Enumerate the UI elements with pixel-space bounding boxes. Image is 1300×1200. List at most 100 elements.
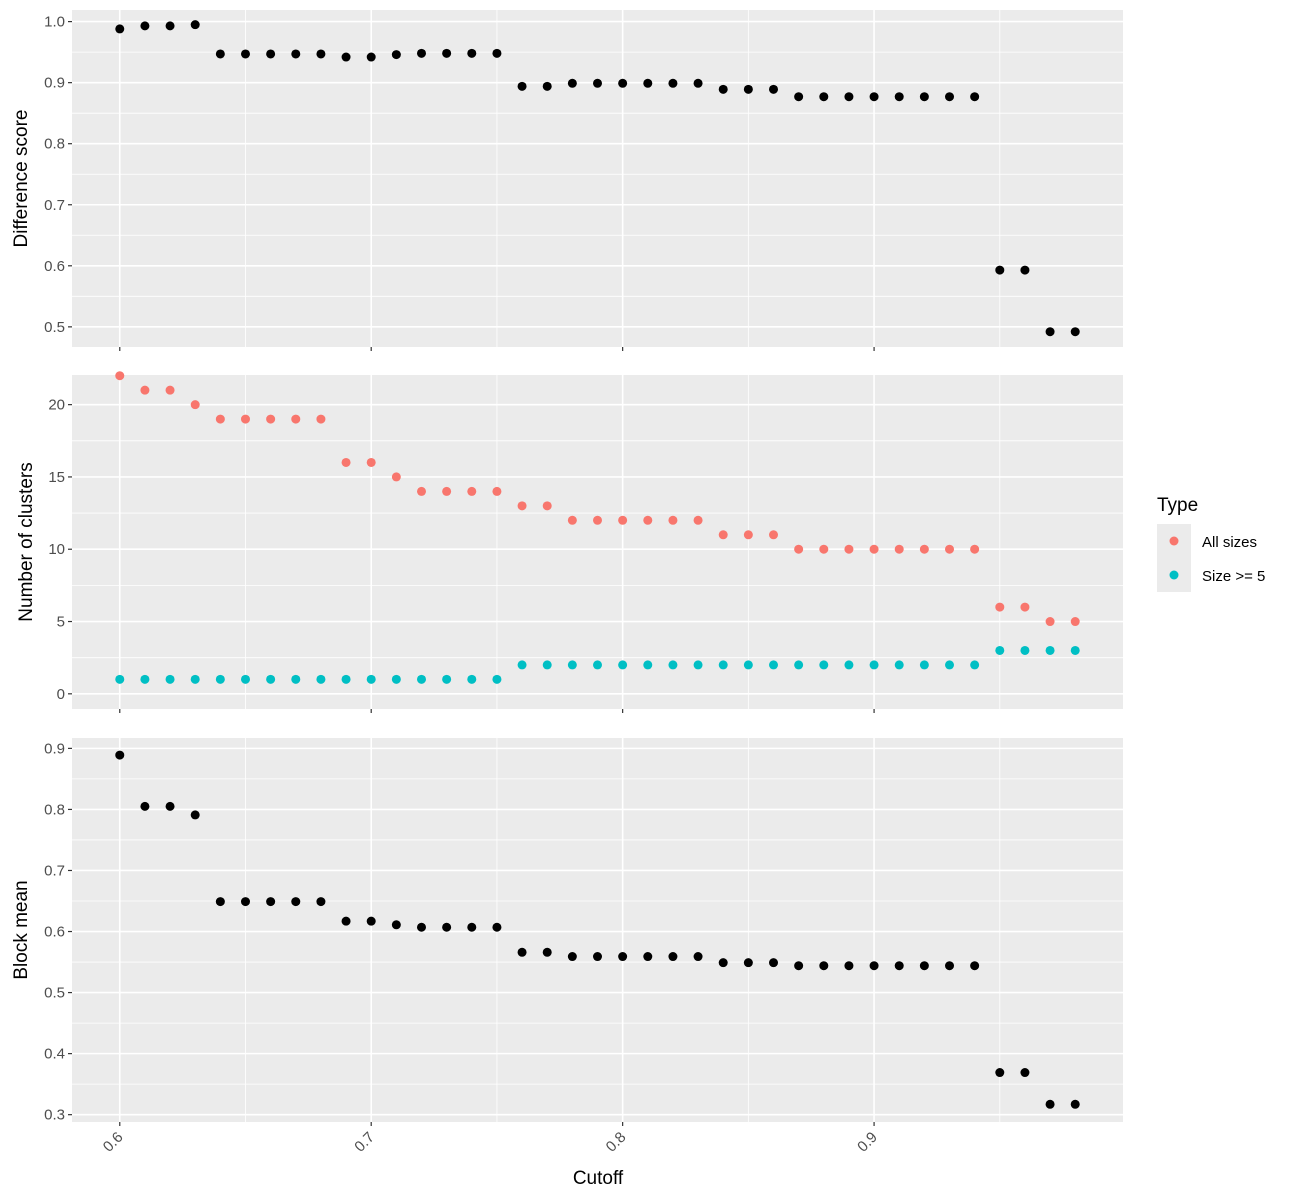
data-point bbox=[140, 674, 150, 684]
data-point bbox=[844, 660, 854, 670]
y-tick-label: 20 bbox=[48, 397, 65, 414]
data-point bbox=[341, 457, 351, 467]
data-point bbox=[869, 660, 879, 670]
data-point bbox=[240, 49, 250, 59]
data-point bbox=[391, 674, 401, 684]
data-point bbox=[366, 916, 376, 926]
y-tick-label: 0.8 bbox=[44, 136, 65, 153]
data-point bbox=[668, 660, 678, 670]
data-point bbox=[391, 472, 401, 482]
x-tick-label: 0.9 bbox=[854, 1129, 881, 1156]
y-tick-label: 15 bbox=[48, 469, 65, 486]
x-tick-label: 0.8 bbox=[603, 1129, 630, 1156]
data-point bbox=[240, 414, 250, 424]
data-point bbox=[618, 515, 628, 525]
data-point bbox=[769, 84, 779, 94]
data-point bbox=[970, 92, 980, 102]
data-point bbox=[316, 414, 326, 424]
data-point bbox=[291, 897, 301, 907]
data-point bbox=[442, 48, 452, 58]
data-point bbox=[215, 414, 225, 424]
data-point bbox=[743, 530, 753, 540]
series-points bbox=[115, 750, 1080, 1109]
y-tick-label: 0.5 bbox=[44, 985, 65, 1002]
data-point bbox=[467, 922, 477, 932]
data-point bbox=[165, 801, 175, 811]
data-point bbox=[643, 952, 653, 962]
legend-entry: Size >= 5 bbox=[1157, 558, 1265, 592]
data-point bbox=[266, 897, 276, 907]
data-point bbox=[718, 660, 728, 670]
data-point bbox=[844, 544, 854, 554]
data-point bbox=[215, 674, 225, 684]
data-point bbox=[190, 400, 200, 410]
data-point bbox=[668, 78, 678, 88]
y-axis-title: Difference score bbox=[11, 110, 32, 248]
data-point bbox=[593, 78, 602, 88]
data-point bbox=[869, 544, 879, 554]
data-point bbox=[769, 958, 779, 968]
data-point bbox=[1020, 1068, 1030, 1078]
data-point bbox=[542, 501, 552, 511]
data-point bbox=[945, 961, 955, 971]
data-point bbox=[693, 660, 703, 670]
data-point bbox=[467, 486, 477, 496]
data-point bbox=[769, 660, 779, 670]
data-point bbox=[844, 92, 854, 102]
legend-title: Type bbox=[1157, 495, 1198, 516]
data-point bbox=[391, 50, 401, 60]
data-point bbox=[593, 515, 602, 525]
data-point bbox=[567, 660, 577, 670]
data-point bbox=[115, 371, 125, 381]
data-point bbox=[643, 660, 653, 670]
data-point bbox=[492, 674, 502, 684]
data-point bbox=[391, 920, 401, 930]
y-tick-label: 0.6 bbox=[44, 924, 65, 941]
data-point bbox=[291, 674, 301, 684]
data-point bbox=[467, 48, 477, 58]
data-point bbox=[165, 674, 175, 684]
data-point bbox=[517, 947, 527, 957]
data-point bbox=[416, 922, 426, 932]
data-point bbox=[190, 20, 200, 30]
data-point bbox=[718, 958, 728, 968]
data-point bbox=[995, 645, 1005, 655]
series-points bbox=[115, 371, 1080, 627]
y-tick-label: 0.7 bbox=[44, 862, 65, 879]
y-axis-title: Number of clusters bbox=[16, 462, 37, 621]
data-point bbox=[618, 660, 628, 670]
data-point bbox=[794, 544, 804, 554]
data-point bbox=[567, 78, 577, 88]
data-point bbox=[593, 952, 602, 962]
y-tick-label: 0.4 bbox=[44, 1046, 65, 1063]
data-point bbox=[668, 952, 678, 962]
panel-background bbox=[72, 738, 1123, 1122]
data-point bbox=[165, 385, 175, 395]
data-point bbox=[1045, 327, 1055, 337]
data-point bbox=[140, 21, 150, 31]
data-point bbox=[492, 48, 502, 58]
chart-panels: 0.5 0.6 0.7 0.8 0.9 1.0 Difference score 0 5 10 15… bbox=[11, 10, 1123, 1126]
x-axis-title: Cutoff bbox=[573, 1168, 624, 1189]
x-axis: 0.6 0.7 0.8 0.9 bbox=[100, 1129, 881, 1156]
series-points bbox=[115, 645, 1080, 684]
data-point bbox=[190, 674, 200, 684]
data-point bbox=[743, 84, 753, 94]
data-point bbox=[819, 660, 829, 670]
data-point bbox=[316, 674, 326, 684]
data-point bbox=[643, 515, 653, 525]
data-point bbox=[467, 674, 477, 684]
legend-marker bbox=[1169, 570, 1179, 580]
data-point bbox=[1070, 645, 1080, 655]
data-point bbox=[442, 674, 452, 684]
data-point bbox=[618, 952, 628, 962]
data-point bbox=[492, 486, 502, 496]
data-point bbox=[341, 916, 351, 926]
data-point bbox=[542, 947, 552, 957]
panel-background bbox=[72, 10, 1123, 347]
data-point bbox=[919, 660, 929, 670]
data-point bbox=[517, 660, 527, 670]
data-point bbox=[794, 961, 804, 971]
data-point bbox=[1070, 617, 1080, 627]
